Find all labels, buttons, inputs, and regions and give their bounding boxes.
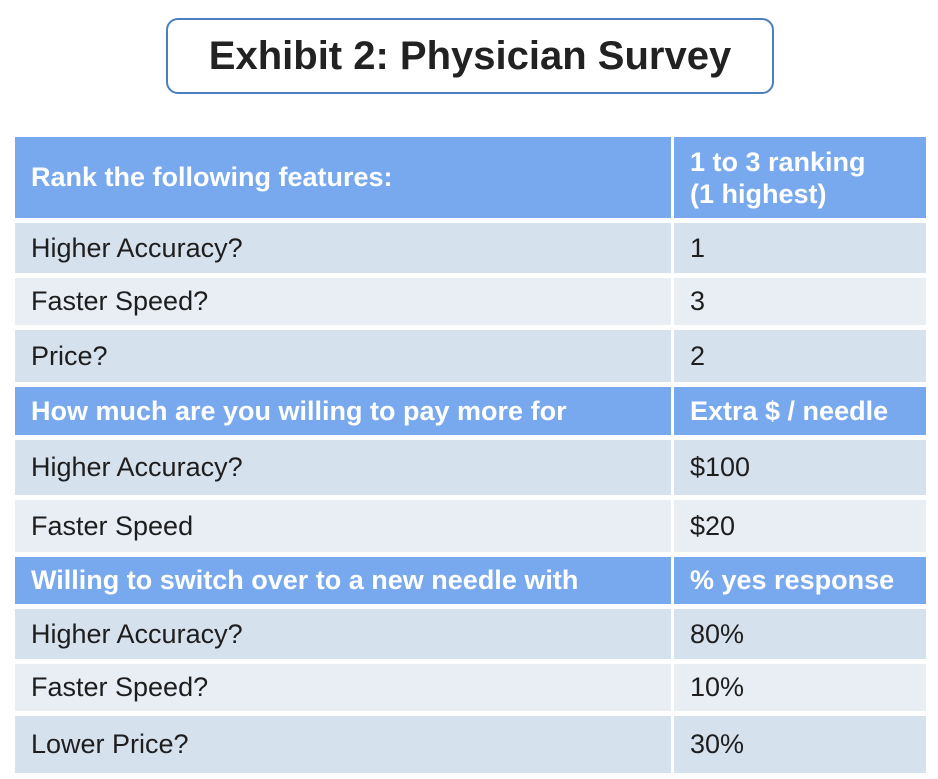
- header-value-line1: 1 to 3 ranking: [690, 146, 866, 177]
- row-label: Higher Accuracy?: [15, 223, 674, 278]
- survey-table: Rank the following features: 1 to 3 rank…: [15, 137, 926, 773]
- header-label: Rank the following features:: [15, 137, 674, 223]
- table-row: Price? 2: [15, 330, 926, 387]
- table-row: Higher Accuracy? 1: [15, 223, 926, 278]
- row-value: 1: [674, 223, 926, 278]
- row-value: $20: [674, 500, 926, 557]
- row-label: Higher Accuracy?: [15, 440, 674, 500]
- table-row: Higher Accuracy? 80%: [15, 609, 926, 664]
- row-value: 30%: [674, 716, 926, 773]
- header-value: 1 to 3 ranking (1 highest): [674, 137, 926, 223]
- row-value: 2: [674, 330, 926, 387]
- title-box: Exhibit 2: Physician Survey: [166, 18, 774, 94]
- row-value: 80%: [674, 609, 926, 664]
- header-label: How much are you willing to pay more for: [15, 387, 674, 440]
- section-header-switch: Willing to switch over to a new needle w…: [15, 557, 926, 609]
- header-value-line2: (1 highest): [690, 178, 827, 209]
- row-label: Faster Speed?: [15, 664, 674, 716]
- table-row: Faster Speed? 10%: [15, 664, 926, 716]
- row-value: 3: [674, 278, 926, 330]
- page-title: Exhibit 2: Physician Survey: [208, 33, 732, 78]
- row-value: 10%: [674, 664, 926, 716]
- section-header-pay: How much are you willing to pay more for…: [15, 387, 926, 440]
- header-value: % yes response: [674, 557, 926, 609]
- row-label: Price?: [15, 330, 674, 387]
- section-header-ranking: Rank the following features: 1 to 3 rank…: [15, 137, 926, 223]
- row-label: Faster Speed?: [15, 278, 674, 330]
- row-value: $100: [674, 440, 926, 500]
- header-value: Extra $ / needle: [674, 387, 926, 440]
- table-row: Faster Speed $20: [15, 500, 926, 557]
- table-row: Higher Accuracy? $100: [15, 440, 926, 500]
- row-label: Higher Accuracy?: [15, 609, 674, 664]
- row-label: Lower Price?: [15, 716, 674, 773]
- table-row: Faster Speed? 3: [15, 278, 926, 330]
- row-label: Faster Speed: [15, 500, 674, 557]
- header-label: Willing to switch over to a new needle w…: [15, 557, 674, 609]
- table-row: Lower Price? 30%: [15, 716, 926, 773]
